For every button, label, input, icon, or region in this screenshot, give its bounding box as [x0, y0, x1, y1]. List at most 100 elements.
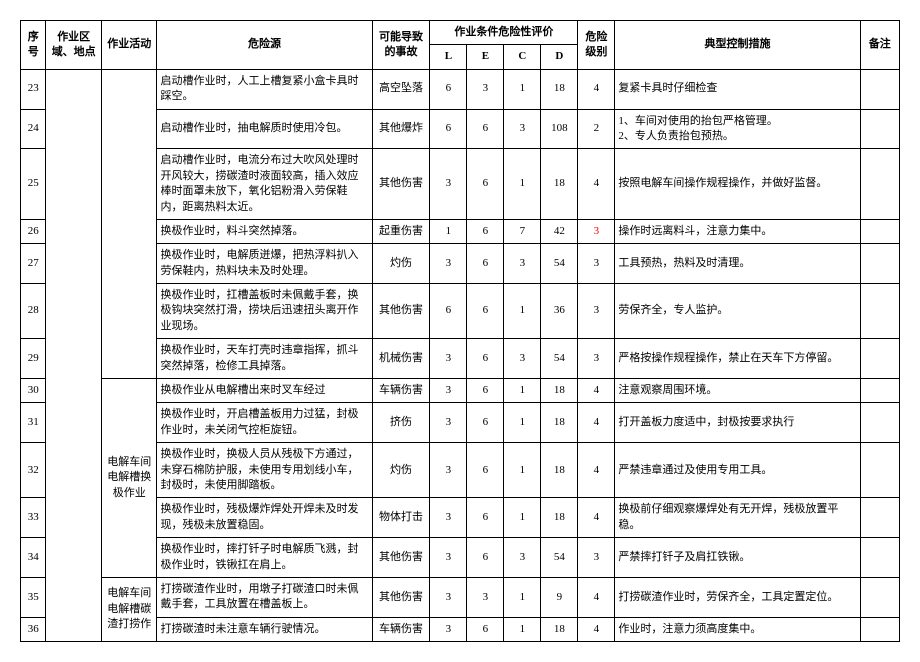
cell-source: 换极作业时，开启槽盖板用力过猛，封极作业时，未关闭气控柜旋钮。	[157, 403, 372, 443]
cell-accident: 其他伤害	[372, 149, 430, 220]
cell-c: 1	[504, 379, 541, 403]
cell-e: 6	[467, 109, 504, 149]
cell-remark	[860, 109, 899, 149]
cell-accident: 机械伤害	[372, 339, 430, 379]
cell-control: 复紧卡具时仔细检查	[615, 69, 860, 109]
cell-d: 18	[541, 69, 578, 109]
th-seq: 序号	[21, 21, 46, 70]
th-area: 作业区域、地点	[46, 21, 102, 70]
cell-level: 4	[578, 149, 615, 220]
cell-level: 2	[578, 109, 615, 149]
cell-seq: 24	[21, 109, 46, 149]
th-eval-group: 作业条件危险性评价	[430, 21, 578, 45]
cell-control: 换极前仔细观察爆焊处有无开焊，残极放置平稳。	[615, 498, 860, 538]
cell-remark	[860, 538, 899, 578]
cell-remark	[860, 244, 899, 284]
cell-control: 严禁摔打钎子及肩扛铁锹。	[615, 538, 860, 578]
cell-seq: 23	[21, 69, 46, 109]
table-header: 序号 作业区域、地点 作业活动 危险源 可能导致的事故 作业条件危险性评价 危险…	[21, 21, 900, 70]
cell-control: 严禁违章通过及使用专用工具。	[615, 443, 860, 498]
cell-e: 6	[467, 149, 504, 220]
cell-control: 注意观察周围环境。	[615, 379, 860, 403]
th-d: D	[541, 45, 578, 69]
cell-accident: 其他爆炸	[372, 109, 430, 149]
cell-c: 1	[504, 498, 541, 538]
cell-d: 18	[541, 379, 578, 403]
cell-control: 工具预热，热料及时清理。	[615, 244, 860, 284]
cell-seq: 33	[21, 498, 46, 538]
cell-accident: 其他伤害	[372, 577, 430, 617]
cell-accident: 车辆伤害	[372, 617, 430, 641]
cell-c: 3	[504, 109, 541, 149]
cell-control: 打开盖板力度适中，封极按要求执行	[615, 403, 860, 443]
hazard-table: 序号 作业区域、地点 作业活动 危险源 可能导致的事故 作业条件危险性评价 危险…	[20, 20, 900, 642]
cell-c: 1	[504, 403, 541, 443]
cell-seq: 31	[21, 403, 46, 443]
cell-remark	[860, 443, 899, 498]
cell-source: 换极作业时，残极爆炸焊处开焊未及时发现，残极未放置稳固。	[157, 498, 372, 538]
cell-accident: 起重伤害	[372, 219, 430, 243]
cell-e: 6	[467, 219, 504, 243]
cell-l: 3	[430, 244, 467, 284]
cell-accident: 其他伤害	[372, 538, 430, 578]
cell-e: 3	[467, 69, 504, 109]
cell-e: 3	[467, 577, 504, 617]
cell-seq: 30	[21, 379, 46, 403]
cell-level: 3	[578, 538, 615, 578]
cell-level: 4	[578, 379, 615, 403]
table-body: 23启动槽作业时，人工上槽复紧小盒卡具时踩空。高空坠落631184复紧卡具时仔细…	[21, 69, 900, 641]
th-remark: 备注	[860, 21, 899, 70]
cell-level: 3	[578, 244, 615, 284]
cell-c: 1	[504, 69, 541, 109]
cell-activity	[101, 69, 157, 378]
cell-seq: 35	[21, 577, 46, 617]
cell-level: 3	[578, 284, 615, 339]
cell-d: 18	[541, 403, 578, 443]
cell-e: 6	[467, 244, 504, 284]
cell-source: 换极作业时，电解质迸爆，把热浮料扒入劳保鞋内，热料块未及时处理。	[157, 244, 372, 284]
cell-c: 1	[504, 149, 541, 220]
cell-control: 作业时，注意力须高度集中。	[615, 617, 860, 641]
cell-remark	[860, 498, 899, 538]
cell-d: 108	[541, 109, 578, 149]
cell-seq: 28	[21, 284, 46, 339]
th-control: 典型控制措施	[615, 21, 860, 70]
cell-level: 4	[578, 577, 615, 617]
cell-remark	[860, 219, 899, 243]
cell-e: 6	[467, 538, 504, 578]
cell-control: 按照电解车间操作规程操作，并做好监督。	[615, 149, 860, 220]
th-accident: 可能导致的事故	[372, 21, 430, 70]
cell-l: 1	[430, 219, 467, 243]
cell-level: 4	[578, 443, 615, 498]
cell-c: 3	[504, 339, 541, 379]
cell-l: 3	[430, 443, 467, 498]
cell-accident: 挤伤	[372, 403, 430, 443]
cell-control: 1、车间对使用的抬包严格管理。 2、专人负责抬包预热。	[615, 109, 860, 149]
cell-c: 1	[504, 617, 541, 641]
cell-l: 3	[430, 403, 467, 443]
th-level: 危险级别	[578, 21, 615, 70]
cell-source: 换极作业时，料斗突然掉落。	[157, 219, 372, 243]
cell-level: 4	[578, 69, 615, 109]
cell-c: 1	[504, 443, 541, 498]
cell-accident: 高空坠落	[372, 69, 430, 109]
cell-source: 启动槽作业时，抽电解质时使用冷包。	[157, 109, 372, 149]
cell-e: 6	[467, 403, 504, 443]
th-e: E	[467, 45, 504, 69]
table-row: 35电解车间电解槽碳渣打捞作打捞碳渣作业时，用墩子打碳渣口时未佩戴手套，工具放置…	[21, 577, 900, 617]
cell-level: 3	[578, 339, 615, 379]
cell-source: 换极作业从电解槽出来时叉车经过	[157, 379, 372, 403]
cell-seq: 29	[21, 339, 46, 379]
th-l: L	[430, 45, 467, 69]
cell-d: 54	[541, 538, 578, 578]
cell-d: 18	[541, 617, 578, 641]
cell-control: 操作时远离料斗，注意力集中。	[615, 219, 860, 243]
cell-e: 6	[467, 617, 504, 641]
cell-control: 严格按操作规程操作，禁止在天车下方停留。	[615, 339, 860, 379]
cell-accident: 灼伤	[372, 443, 430, 498]
cell-seq: 25	[21, 149, 46, 220]
cell-e: 6	[467, 379, 504, 403]
cell-l: 6	[430, 109, 467, 149]
cell-control: 劳保齐全，专人监护。	[615, 284, 860, 339]
cell-source: 打捞碳渣时未注意车辆行驶情况。	[157, 617, 372, 641]
